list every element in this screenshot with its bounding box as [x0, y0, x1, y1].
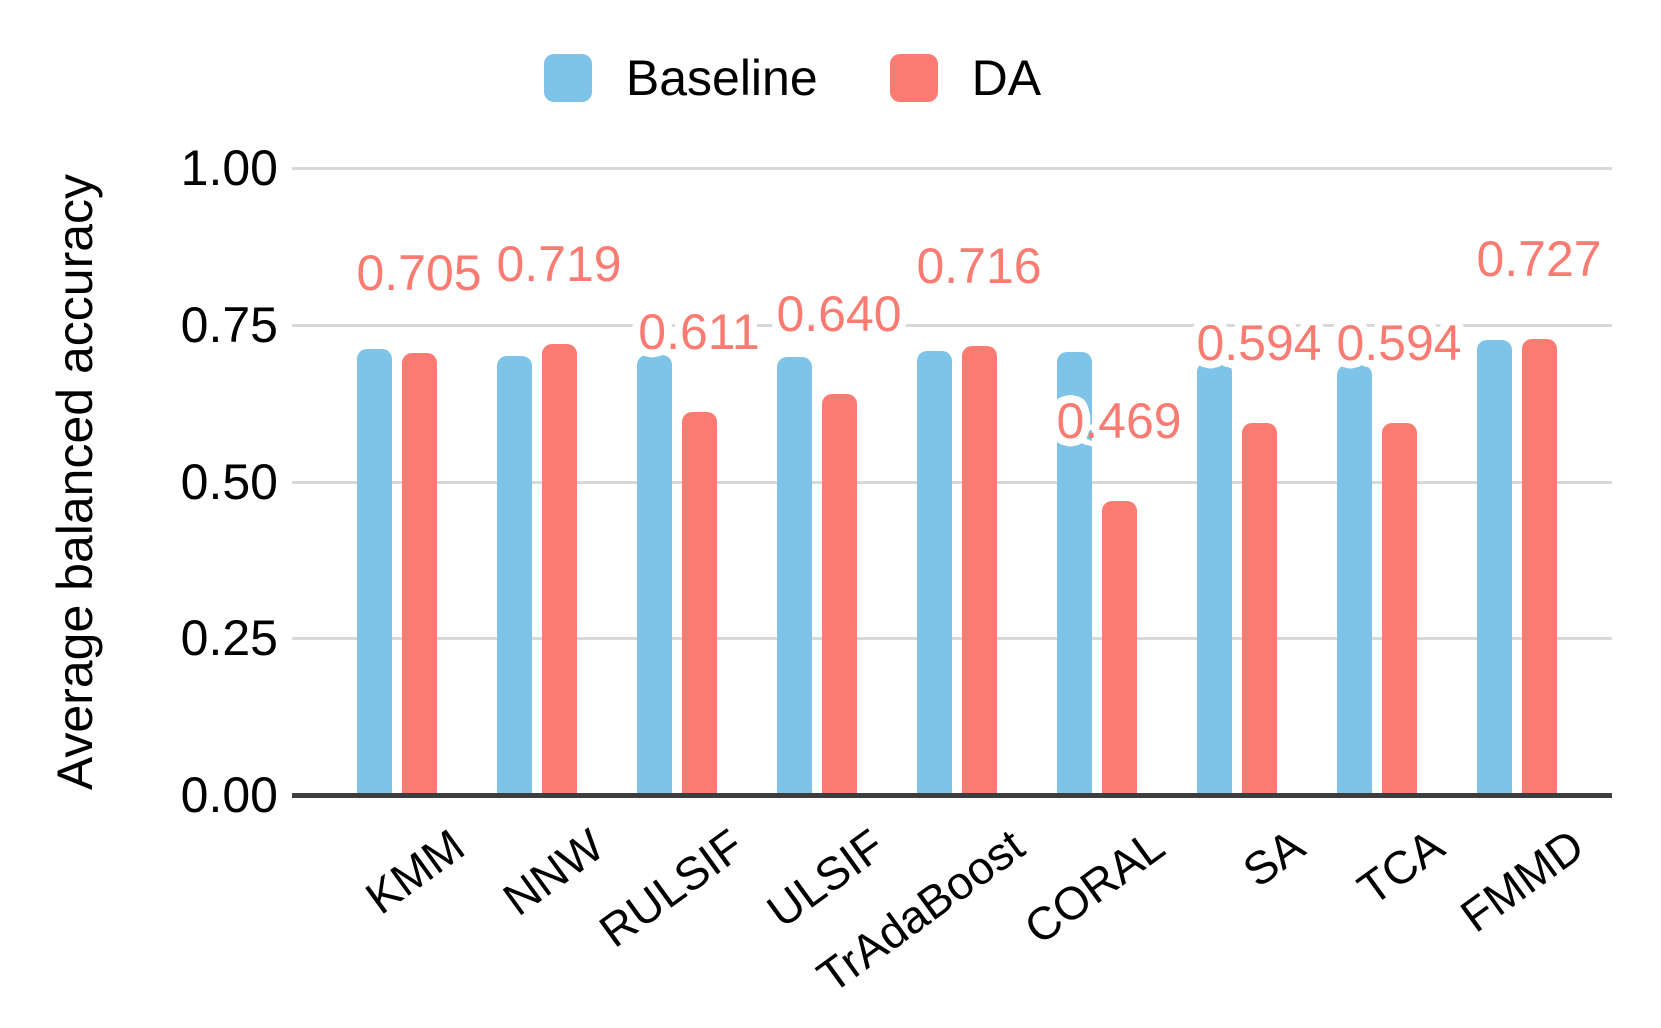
data-label-da-fmmd: 0.727: [1476, 231, 1602, 288]
bar-da-fmmd: [1522, 339, 1557, 795]
bar-da-tca: [1382, 422, 1417, 795]
data-label-da-tradaboost: 0.716: [916, 238, 1042, 295]
data-label-da-coral: 0.469: [1056, 392, 1182, 449]
bar-baseline-sa: [1197, 362, 1232, 795]
bar-da-sa: [1242, 422, 1277, 795]
bar-baseline-tradaboost: [917, 351, 952, 795]
legend-swatch-baseline: [543, 54, 592, 102]
x-axis-line: [292, 793, 1612, 798]
bar-da-nnw: [542, 344, 577, 795]
bar-baseline-tca: [1337, 364, 1372, 795]
bar-baseline-coral: [1057, 352, 1092, 795]
y-tick-label-0.50: 0.50: [180, 453, 278, 510]
legend-item-baseline: Baseline: [543, 50, 818, 106]
bar-da-tradaboost: [962, 346, 997, 795]
y-tick-label-0.75: 0.75: [180, 296, 278, 353]
gridline-0.50: [292, 480, 1612, 484]
data-label-da-tca: 0.594: [1336, 314, 1462, 371]
gridline-1.00: [292, 167, 1612, 170]
y-tick-label-0.00: 0.00: [180, 767, 278, 823]
legend-label-baseline: Baseline: [625, 50, 818, 106]
data-label-da-rulsif: 0.611: [638, 303, 760, 360]
bar-baseline-rulsif: [637, 355, 672, 795]
bar-baseline-nnw: [497, 356, 532, 795]
bar-da-rulsif: [682, 411, 717, 795]
legend-swatch-da: [889, 54, 938, 102]
x-axis-label-kmm: KMM: [355, 818, 474, 924]
bar-baseline-ulsif: [777, 356, 812, 795]
x-axis-label-tca: TCA: [1348, 818, 1454, 915]
data-label-da-nnw: 0.719: [496, 236, 622, 293]
bar-da-coral: [1102, 500, 1137, 795]
gridline-0.75: [292, 323, 1612, 327]
bar-baseline-kmm: [357, 348, 392, 795]
y-tick-label-1.00: 1.00: [180, 140, 278, 196]
x-axis-label-coral: CORAL: [1014, 818, 1174, 955]
bar-da-ulsif: [822, 393, 857, 795]
x-axis-label-rulsif: RULSIF: [590, 818, 754, 958]
x-axis-label-sa: SA: [1232, 818, 1314, 897]
x-axis-label-fmmd: FMMD: [1450, 818, 1594, 942]
legend: Baseline DA: [0, 50, 1661, 106]
data-label-da-sa: 0.594: [1196, 314, 1322, 371]
y-tick-label-0.25: 0.25: [180, 610, 278, 667]
legend-label-da: DA: [971, 50, 1042, 106]
data-label-da-ulsif: 0.640: [776, 285, 902, 342]
bar-baseline-fmmd: [1477, 340, 1512, 795]
legend-item-da: DA: [889, 50, 1042, 106]
data-label-da-kmm: 0.705: [356, 244, 482, 301]
bar-da-kmm: [402, 352, 437, 795]
gridline-0.25: [292, 637, 1612, 641]
